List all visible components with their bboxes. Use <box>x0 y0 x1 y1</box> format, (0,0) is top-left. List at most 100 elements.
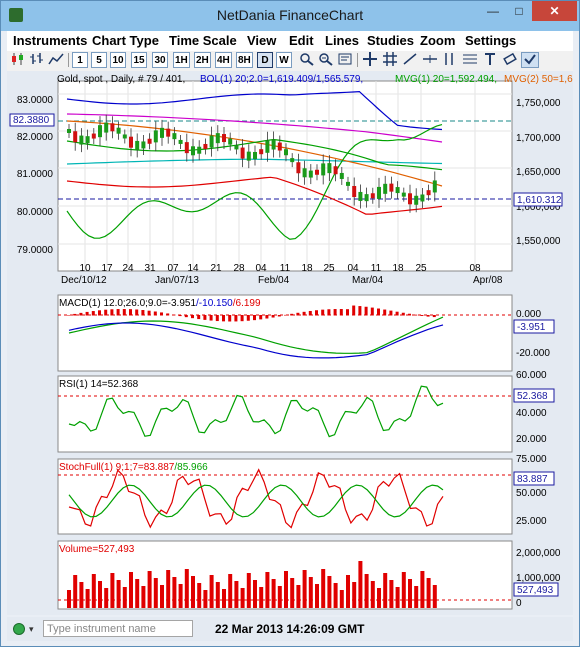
fibonacci-icon[interactable] <box>461 52 479 68</box>
macd-histogram-bar <box>259 315 263 320</box>
price-candles <box>67 114 437 213</box>
period-8h-button[interactable]: 8H <box>236 52 253 68</box>
ma-magenta-line <box>66 113 443 143</box>
x-tick-label: 04 <box>347 263 359 274</box>
candle-body <box>321 163 326 176</box>
instrument-search-input[interactable] <box>43 620 193 637</box>
period-30-button[interactable]: 30 <box>152 52 168 68</box>
bollinger-lower-line <box>66 176 443 215</box>
cursor-icon[interactable] <box>521 52 539 68</box>
candle-body <box>234 145 239 150</box>
candle-body <box>172 133 177 140</box>
x-tick-label: 21 <box>210 263 222 274</box>
candle-body <box>122 134 127 139</box>
period-10-button[interactable]: 10 <box>110 52 126 68</box>
properties-icon[interactable] <box>336 52 354 68</box>
volume-bar <box>197 583 202 608</box>
macd-axis-label: -20.000 <box>516 348 550 359</box>
macd-histogram-bar <box>153 311 157 316</box>
x-tick-label: 31 <box>144 263 156 274</box>
x-month-label: Mar/04 <box>352 275 384 286</box>
candle-body <box>389 183 394 192</box>
hline-tool-icon[interactable] <box>421 52 439 68</box>
macd-histogram-bar <box>166 313 170 316</box>
eraser-icon[interactable] <box>501 52 519 68</box>
menu-lines[interactable]: Lines <box>325 33 359 48</box>
left-price-marker <box>9 113 55 127</box>
candle-body <box>203 143 208 149</box>
stoch-marker-label: 83.887 <box>517 474 548 485</box>
menu-studies[interactable]: Studies <box>367 33 414 48</box>
period-1-button[interactable]: 1 <box>72 52 88 68</box>
menu-view[interactable]: View <box>247 33 277 48</box>
period-1h-button[interactable]: 1H <box>173 52 190 68</box>
period-4h-button[interactable]: 4H <box>215 52 232 68</box>
period-15-button[interactable]: 15 <box>131 52 147 68</box>
close-button[interactable]: ✕ <box>532 1 577 21</box>
stoch-axis-label: 50.000 <box>516 488 547 499</box>
volume-bar <box>246 573 251 608</box>
instrument-dropdown-icon[interactable]: ▾ <box>29 624 34 634</box>
toolbar-separator <box>357 53 358 67</box>
rsi-panel[interactable] <box>57 375 513 453</box>
vline-tool-icon[interactable] <box>441 52 459 68</box>
menu-settings[interactable]: Settings <box>465 33 517 48</box>
candle-body <box>129 136 133 148</box>
menu-zoom[interactable]: Zoom <box>420 33 456 48</box>
volume-bar <box>85 589 90 608</box>
macd-panel[interactable] <box>57 294 513 372</box>
title-bar[interactable]: NetDania FinanceChart — □ ✕ <box>1 1 579 31</box>
macd-histogram-bar <box>420 315 424 316</box>
volume-bar <box>395 587 400 608</box>
chart-canvas[interactable]: Gold, spot , Daily, # 79 / 401, BOL(1) 2… <box>7 71 580 615</box>
menu-time-scale[interactable]: Time Scale <box>169 33 237 48</box>
text-tool-icon[interactable] <box>481 52 499 68</box>
macd-histogram-bar <box>129 309 132 316</box>
x-month-label: Feb/04 <box>258 275 290 286</box>
macd-histogram-bar <box>222 315 225 322</box>
volume-bar <box>172 577 177 608</box>
stoch-axis-label: 75.000 <box>516 454 547 465</box>
period-5-button[interactable]: 5 <box>91 52 107 68</box>
period-daily-button[interactable]: D <box>257 52 273 68</box>
volume-bar <box>79 582 84 608</box>
volume-bar <box>377 588 381 608</box>
candle-body <box>327 163 332 174</box>
line-chart-icon[interactable] <box>47 52 65 68</box>
candle-body <box>395 187 400 194</box>
candle-body <box>284 149 288 156</box>
x-month-label: Dec/10/12 <box>61 275 107 286</box>
menu-chart-type[interactable]: Chart Type <box>92 33 159 48</box>
crosshair-icon[interactable] <box>361 52 379 68</box>
rsi-axis-label: 20.000 <box>516 434 547 445</box>
period-2h-button[interactable]: 2H <box>194 52 211 68</box>
candle-body <box>358 191 363 201</box>
volume-legend: Volume=527,493 <box>59 544 135 555</box>
volume-bar <box>383 573 388 608</box>
macd-histogram-bar <box>302 311 306 316</box>
zoom-out-icon[interactable] <box>317 52 335 68</box>
volume-bar <box>209 575 214 608</box>
grid-icon[interactable] <box>381 52 399 68</box>
line-tool-icon[interactable] <box>401 52 419 68</box>
rsi-line <box>68 385 444 438</box>
macd-histogram-bar <box>240 315 244 322</box>
candle-body <box>184 142 189 154</box>
status-bar: ▾ 22 Mar 2013 14:26:09 GMT <box>7 617 573 641</box>
macd-histogram-bar <box>277 315 281 317</box>
maximize-button[interactable]: □ <box>515 4 523 18</box>
period-weekly-button[interactable]: W <box>276 52 292 68</box>
menu-instruments[interactable]: Instruments <box>13 33 88 48</box>
rsi-marker-label: 52.368 <box>517 391 548 402</box>
candle-body <box>209 135 214 148</box>
menu-edit[interactable]: Edit <box>289 33 314 48</box>
volume-axis-label: 2,000,000 <box>516 548 561 559</box>
candles-icon[interactable] <box>9 52 27 68</box>
macd-histogram-bar <box>246 315 250 321</box>
macd-axis-label: 0.000 <box>516 309 541 320</box>
candle-body <box>432 180 437 193</box>
chart-area[interactable]: Gold, spot , Daily, # 79 / 401, BOL(1) 2… <box>7 71 580 615</box>
bars-icon[interactable] <box>28 52 46 68</box>
zoom-icon[interactable] <box>298 52 316 68</box>
minimize-button[interactable]: — <box>487 4 499 18</box>
